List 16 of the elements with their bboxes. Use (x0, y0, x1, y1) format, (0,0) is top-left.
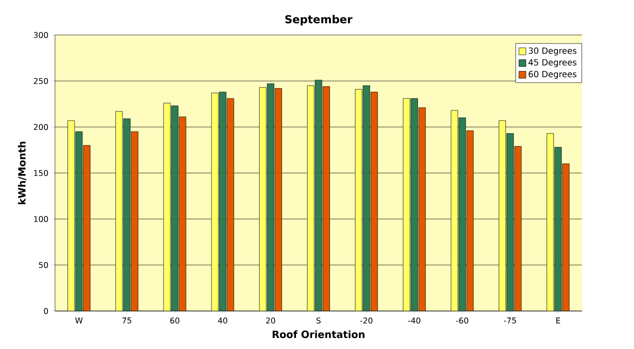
bar (458, 118, 466, 311)
bar (307, 85, 314, 311)
bar (370, 92, 378, 311)
chart-title: September (285, 14, 352, 26)
legend-label: 30 Degrees (528, 47, 576, 56)
legend-label: 45 Degrees (528, 59, 576, 68)
bar (410, 98, 418, 311)
legend-label: 60 Degrees (528, 70, 576, 79)
bar (322, 86, 330, 311)
bar (83, 145, 90, 311)
bar (219, 92, 226, 311)
bar (259, 87, 266, 311)
bar (171, 106, 178, 311)
y-axis-title: kWh/Month (18, 142, 26, 204)
bar (546, 133, 554, 311)
x-axis-title: Roof Orientation (272, 330, 364, 338)
